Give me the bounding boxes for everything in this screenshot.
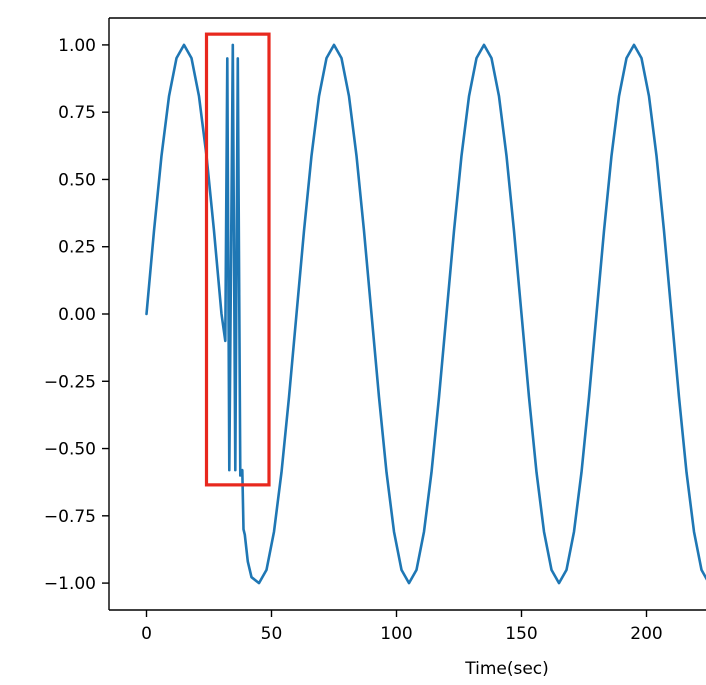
x-tick-label: 200 bbox=[630, 624, 662, 644]
y-tick-label: −0.25 bbox=[44, 372, 96, 392]
x-tick-label: 0 bbox=[141, 624, 152, 644]
x-tick-label: 50 bbox=[261, 624, 283, 644]
y-tick-label: 0.00 bbox=[58, 305, 96, 325]
series-layer bbox=[145, 43, 706, 585]
plot-area bbox=[109, 18, 706, 610]
y-tick-label: −1.00 bbox=[44, 574, 96, 594]
y-tick-label: −0.75 bbox=[44, 507, 96, 527]
x-axis-label: Time(sec) bbox=[464, 659, 549, 679]
x-tick-label: 150 bbox=[505, 624, 537, 644]
ticks-layer: 0 50 100 150 200 1.00 0.75 0.50 0.25 0.00 −0.25 −0.… bbox=[44, 36, 663, 644]
y-tick-label: 0.25 bbox=[58, 238, 96, 258]
y-tick-label: −0.50 bbox=[44, 440, 96, 460]
series-line-0 bbox=[145, 43, 706, 585]
annotation-layer bbox=[204, 32, 271, 487]
y-tick-label: 0.75 bbox=[58, 103, 96, 123]
y-tick-label: 0.50 bbox=[58, 170, 96, 190]
x-tick-label: 100 bbox=[380, 624, 412, 644]
highlight-rectangle-0 bbox=[204, 32, 271, 487]
y-tick-label: 1.00 bbox=[58, 36, 96, 56]
